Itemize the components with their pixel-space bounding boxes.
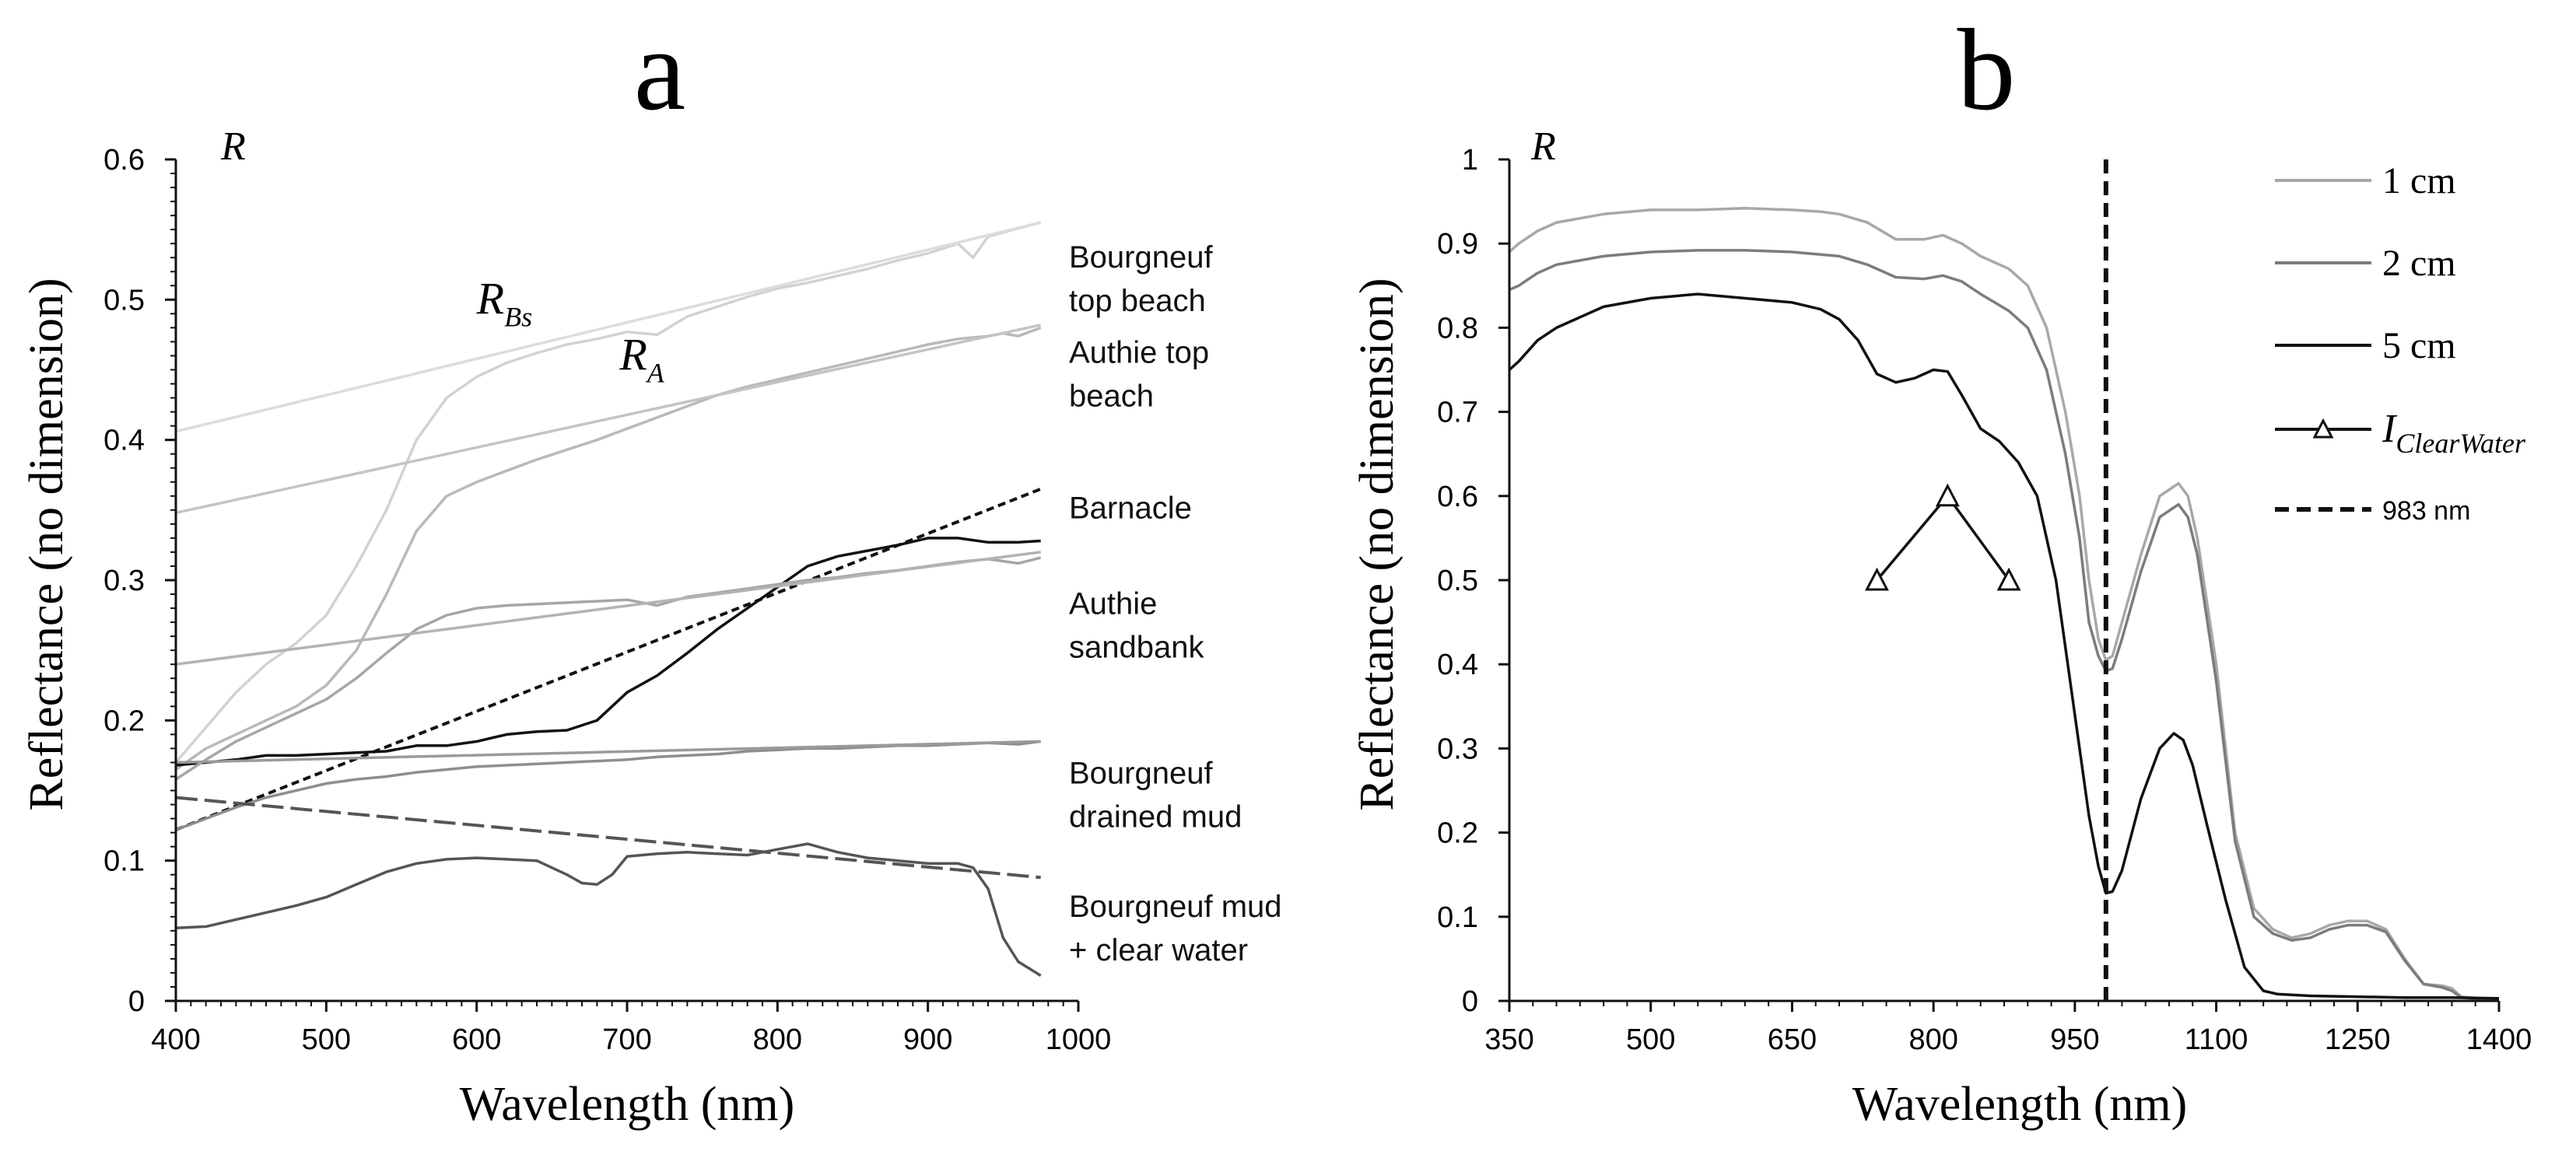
b-x-tick-label: 800 — [1908, 1023, 1957, 1056]
series-label: Authie — [1069, 586, 1157, 621]
panel-b-legend: 1 cm 2 cm 5 cm IClearWater 983 nm — [2275, 160, 2526, 526]
series-line-bourgneuf-mud-clear-water — [175, 842, 1042, 977]
legend-label: 983 nm — [2382, 496, 2470, 526]
b-y-tick-label: 0.4 — [1437, 649, 1478, 681]
series-line-barnacle — [175, 537, 1041, 767]
panel-b-corner-label: R — [1530, 124, 1556, 169]
a-y-tick-label: 0.2 — [103, 705, 145, 737]
b-y-tick-label: 0.8 — [1437, 312, 1478, 345]
series-line-authie-sandbank-continuum — [175, 551, 1041, 666]
series-label: Authie top — [1069, 335, 1209, 369]
series-line-bourgneuf-top-beach — [174, 221, 1042, 764]
a-x-tick-label: 400 — [151, 1023, 200, 1056]
a-y-tick-label: 0.3 — [103, 565, 145, 597]
b-y-tick-label: 1 — [1462, 144, 1478, 177]
a-y-tick-label: 0.6 — [103, 144, 145, 177]
series-line-mud-continuum — [175, 796, 1041, 880]
a-x-tick-label: 900 — [903, 1023, 952, 1056]
panel-a-series — [174, 221, 1042, 977]
a-x-tick-label: 1000 — [1046, 1023, 1112, 1056]
panel-b-y-axis-title: Reflectance (no dimension) — [1351, 278, 1404, 810]
series-label: Bourgneuf — [1069, 756, 1213, 790]
panel-a-label: a — [634, 5, 686, 135]
b-x-tick-label: 950 — [2050, 1023, 2099, 1056]
b-y-tick-label: 0.2 — [1437, 817, 1478, 850]
i-clearwater-marker — [1864, 567, 1889, 591]
b-x-tick-label: 1100 — [2185, 1023, 2248, 1056]
series-label: Bourgneuf mud — [1069, 890, 1282, 924]
series-label: beach — [1069, 379, 1154, 413]
panel-b-label: b — [1957, 5, 2016, 135]
panel-a-corner-label: R — [220, 124, 246, 169]
b-y-tick-label: 0.7 — [1437, 397, 1478, 429]
series-line-barnacle-slope — [175, 487, 1042, 831]
series-label: drained mud — [1069, 799, 1242, 834]
series-label: Barnacle — [1069, 492, 1192, 526]
a-x-tick-label: 800 — [753, 1023, 802, 1056]
series-label: top beach — [1069, 284, 1206, 318]
annotation-r-a: RA — [619, 330, 664, 389]
b-x-tick-label: 650 — [1768, 1023, 1817, 1056]
series-line-i-clearwater — [1876, 495, 2010, 582]
legend-item-1-cm: 1 cm — [2275, 160, 2456, 201]
legend-item-2-cm: 2 cm — [2275, 243, 2456, 284]
series-line-r-a-continuum — [175, 324, 1042, 515]
b-x-tick-label: 1250 — [2325, 1023, 2391, 1056]
series-label: sandbank — [1069, 630, 1204, 664]
legend-item-iclearwater: IClearWater — [2275, 407, 2526, 459]
panel-b: b 350 500 650 800 950 1100 1250 1400 0 0.1 0.2 0.3 0… — [1351, 5, 2532, 1131]
b-y-tick-label: 0 — [1462, 985, 1478, 1018]
panel-a-x-axis-title: Wavelength (nm) — [460, 1078, 795, 1131]
series-line-bourgneuf-drained-mud-continuum — [175, 740, 1041, 764]
legend-item-983-nm: 983 nm — [2275, 496, 2470, 526]
legend-triangle-icon — [2312, 418, 2334, 439]
a-y-tick-label: 0.4 — [103, 425, 145, 457]
series-label: + clear water — [1069, 933, 1248, 967]
series-label: Bourgneuf — [1069, 240, 1213, 275]
panel-b-x-axis-title: Wavelength (nm) — [1852, 1078, 2188, 1131]
b-x-tick-label: 500 — [1626, 1023, 1675, 1056]
i-clearwater-marker — [1996, 567, 2021, 591]
panel-a-series-labels: Bourgneuf top beach Authie top beach Barnacl… — [1069, 240, 1282, 967]
b-y-tick-label: 0.1 — [1437, 901, 1478, 934]
b-y-tick-label: 0.3 — [1437, 733, 1478, 765]
a-y-tick-label: 0 — [128, 985, 145, 1018]
legend-label: 2 cm — [2382, 243, 2456, 284]
a-x-tick-label: 700 — [602, 1023, 651, 1056]
panel-a: a 400 500 600 700 800 900 1000 0 0.1 0.2 0.3 0.4 0.5… — [20, 5, 1282, 1131]
legend-label: IClearWater — [2381, 407, 2526, 459]
b-y-tick-label: 0.5 — [1437, 565, 1478, 597]
a-y-tick-label: 0.1 — [103, 845, 145, 878]
panel-b-ticks: 350 500 650 800 950 1100 1250 1400 0 0.1 0.2 0.3 0.4… — [1437, 144, 2532, 1056]
b-x-tick-label: 1400 — [2466, 1023, 2532, 1056]
i-clearwater-marker — [1935, 483, 1960, 507]
series-line-1-cm — [1508, 207, 2499, 1000]
series-line-2-cm — [1509, 249, 2499, 1001]
legend-item-5-cm: 5 cm — [2275, 325, 2456, 366]
b-y-tick-label: 0.6 — [1437, 481, 1478, 513]
a-x-tick-label: 600 — [452, 1023, 501, 1056]
panel-b-series — [1508, 207, 2500, 1001]
a-x-tick-label: 500 — [302, 1023, 351, 1056]
panel-a-annotations: RBs RA — [476, 273, 665, 388]
series-line-5-cm — [1508, 292, 2500, 1000]
b-x-tick-label: 350 — [1484, 1023, 1533, 1056]
annotation-r-bs: RBs — [476, 273, 532, 332]
panel-a-ticks: 400 500 600 700 800 900 1000 0 0.1 0.2 0.3 0.4 0.5 0.… — [103, 144, 1111, 1056]
series-line-r-bs-continuum — [175, 221, 1042, 433]
series-line-authie-top-beach — [174, 326, 1042, 771]
legend-label: 5 cm — [2382, 325, 2456, 366]
b-y-tick-label: 0.9 — [1437, 228, 1478, 261]
panel-a-y-axis-title: Reflectance (no dimension) — [20, 278, 73, 810]
a-y-tick-label: 0.5 — [103, 284, 145, 317]
legend-label: 1 cm — [2382, 160, 2456, 201]
